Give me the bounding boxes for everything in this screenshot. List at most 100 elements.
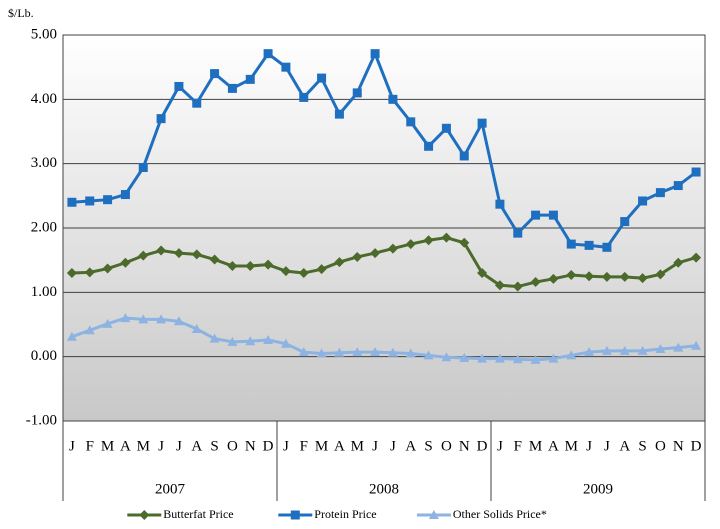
marker — [548, 210, 558, 220]
marker — [138, 163, 148, 173]
x-tick-label: M — [101, 438, 114, 454]
marker — [513, 228, 523, 238]
x-tick-label: J — [390, 438, 396, 454]
x-tick-label: J — [604, 438, 610, 454]
marker — [512, 354, 523, 364]
marker — [370, 347, 381, 357]
x-tick-label: O — [227, 438, 238, 454]
x-tick-label: M — [315, 438, 328, 454]
marker — [352, 251, 363, 262]
marker — [67, 197, 77, 207]
marker — [619, 271, 630, 282]
x-tick-label: F — [514, 438, 522, 454]
legend-label: Butterfat Price — [163, 507, 233, 521]
marker — [352, 88, 362, 98]
marker — [512, 281, 523, 292]
marker — [191, 324, 202, 334]
marker — [156, 245, 167, 256]
marker — [619, 345, 630, 355]
group-label: 2007 — [155, 481, 186, 497]
marker — [548, 273, 559, 284]
legend-label: Protein Price — [314, 507, 376, 521]
marker — [601, 345, 612, 355]
x-tick-label: N — [673, 438, 684, 454]
marker — [530, 354, 541, 364]
marker — [352, 347, 363, 357]
x-tick-label: N — [459, 438, 470, 454]
x-tick-label: S — [424, 438, 432, 454]
x-tick-label: A — [120, 438, 131, 454]
marker — [388, 94, 398, 104]
marker — [424, 141, 434, 151]
marker — [263, 259, 274, 270]
marker — [566, 350, 577, 360]
marker — [209, 254, 220, 265]
y-tick-label: -1.00 — [26, 412, 57, 428]
marker — [691, 252, 702, 263]
marker — [495, 199, 505, 209]
x-tick-label: O — [441, 438, 452, 454]
marker — [459, 237, 470, 248]
legend-marker — [139, 510, 150, 520]
marker — [84, 325, 95, 335]
marker — [566, 269, 577, 280]
marker — [673, 181, 683, 191]
x-tick-label: O — [655, 438, 666, 454]
marker — [334, 257, 345, 268]
marker — [138, 314, 149, 324]
x-tick-label: N — [245, 438, 256, 454]
marker — [691, 167, 701, 177]
marker — [477, 353, 488, 363]
marker — [531, 210, 541, 220]
y-tick-label: 2.00 — [31, 219, 57, 235]
marker — [156, 314, 167, 324]
marker — [405, 348, 416, 358]
marker — [441, 232, 452, 243]
marker — [423, 235, 434, 246]
x-tick-label: D — [691, 438, 702, 454]
marker — [584, 347, 595, 357]
marker — [477, 118, 487, 128]
marker — [280, 338, 291, 348]
y-axis-label: $/Lb. — [8, 6, 34, 20]
x-tick-label: A — [405, 438, 416, 454]
marker — [245, 74, 255, 84]
marker — [691, 340, 702, 350]
marker — [299, 92, 309, 102]
marker — [423, 350, 434, 360]
marker — [387, 243, 398, 254]
marker — [370, 49, 380, 59]
marker — [263, 334, 274, 344]
marker — [281, 62, 291, 72]
marker — [548, 353, 559, 363]
x-tick-label: F — [300, 438, 308, 454]
marker — [120, 190, 130, 200]
marker — [638, 196, 648, 206]
marker — [584, 271, 595, 282]
marker — [173, 248, 184, 259]
marker — [441, 352, 452, 362]
marker — [156, 114, 166, 124]
marker — [406, 117, 416, 127]
marker — [441, 123, 451, 133]
marker — [85, 196, 95, 206]
marker — [298, 268, 309, 279]
marker — [245, 260, 256, 271]
marker — [637, 345, 648, 355]
marker — [263, 49, 273, 59]
x-tick-label: M — [351, 438, 364, 454]
marker — [120, 257, 131, 268]
marker — [370, 248, 381, 259]
x-tick-label: S — [638, 438, 646, 454]
marker — [405, 239, 416, 250]
marker — [138, 250, 149, 261]
marker — [316, 348, 327, 358]
x-tick-label: S — [210, 438, 218, 454]
x-tick-label: A — [334, 438, 345, 454]
marker — [280, 266, 291, 277]
y-tick-label: 5.00 — [31, 26, 57, 42]
marker — [120, 313, 131, 323]
marker — [387, 347, 398, 357]
marker — [494, 353, 505, 363]
